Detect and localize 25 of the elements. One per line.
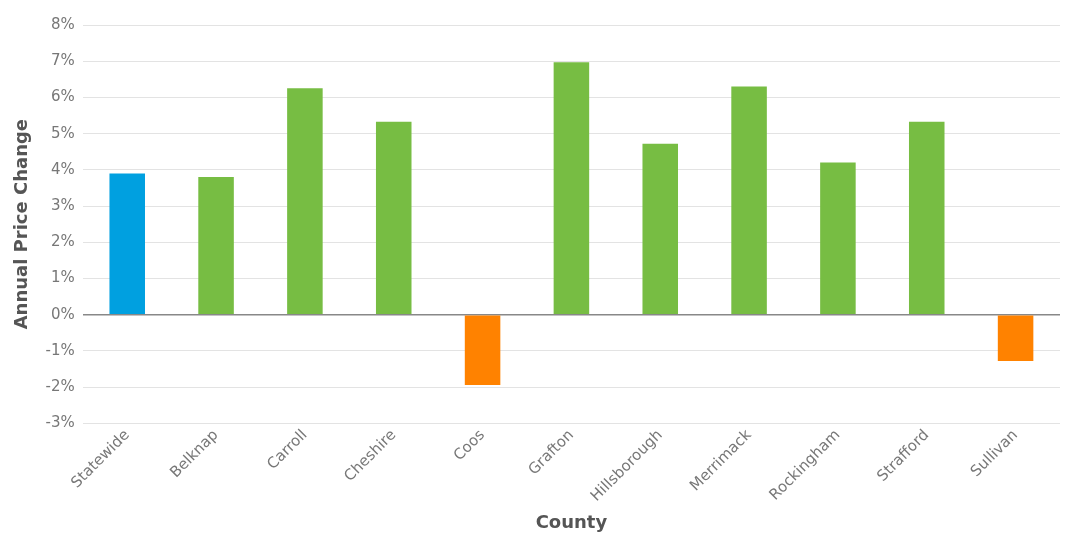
bar <box>464 315 501 385</box>
y-tick-label: -3% <box>45 413 75 432</box>
x-axis-title: County <box>535 510 608 532</box>
y-tick-label: -2% <box>45 376 75 395</box>
y-tick-label: 8% <box>51 14 75 33</box>
bar <box>198 177 234 314</box>
y-tick-label: 2% <box>51 232 75 251</box>
y-tick-label: -1% <box>45 340 75 359</box>
bar <box>731 86 767 314</box>
bar <box>287 88 323 314</box>
y-tick-label: 3% <box>51 195 75 214</box>
bar <box>820 162 856 314</box>
y-tick-label: 1% <box>51 268 75 287</box>
bar <box>375 121 412 314</box>
bar <box>908 121 945 314</box>
y-tick-label: 0% <box>51 304 75 323</box>
y-tick-label: 7% <box>51 51 75 70</box>
y-tick-label: 5% <box>51 123 75 142</box>
y-tick-label: 4% <box>51 159 75 178</box>
y-axis-title: Annual Price Change <box>10 118 32 330</box>
y-tick-label: 6% <box>51 87 75 106</box>
bar <box>553 62 590 314</box>
bar <box>997 315 1034 362</box>
bar <box>109 173 145 314</box>
bar <box>642 143 679 314</box>
